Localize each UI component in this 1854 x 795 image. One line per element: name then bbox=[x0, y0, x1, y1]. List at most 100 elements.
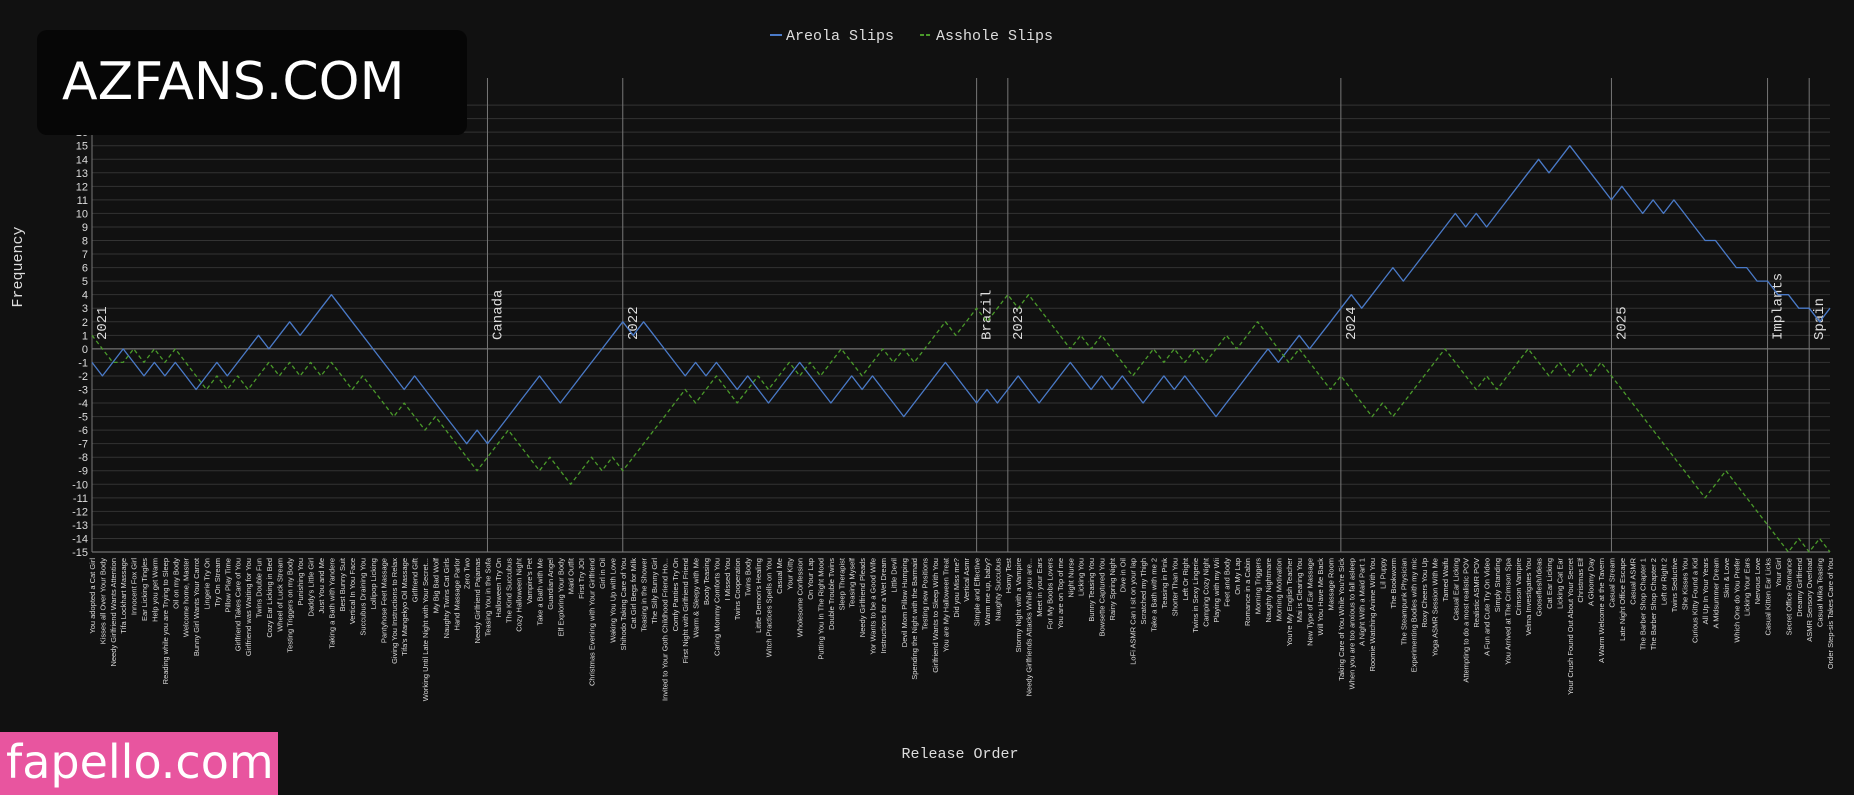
x-tick-label: Shorter Than You bbox=[1170, 558, 1179, 616]
x-tick-label: Mai is Clearing You bbox=[1295, 558, 1304, 622]
x-axis-label: Release Order bbox=[901, 746, 1018, 763]
x-tick-label: Booty Teasing bbox=[702, 558, 711, 605]
x-tick-label: Little Demon's Healing bbox=[754, 558, 763, 633]
x-tick-label: Wheel of Luck Stream bbox=[275, 558, 284, 632]
y-tick-label: -9 bbox=[78, 466, 88, 478]
x-tick-label: Daddy's Little Girl bbox=[307, 558, 316, 617]
x-tick-label: Double Trouble Twins bbox=[827, 558, 836, 630]
marker-label: 2024 bbox=[1344, 306, 1360, 340]
x-tick-label: Warm & Sleepy with Me bbox=[692, 558, 701, 638]
x-tick-label: Christmas Elf bbox=[1576, 557, 1585, 603]
x-tick-label: I Missed You bbox=[723, 558, 732, 601]
x-tick-label: Which One do You Prefer bbox=[1732, 558, 1741, 643]
legend-label: Asshole Slips bbox=[936, 28, 1053, 45]
x-tick-label: Oil on my Body bbox=[171, 558, 180, 609]
x-tick-label: Left or Right 2 bbox=[1659, 558, 1668, 605]
x-tick-label: Vampire's Pet bbox=[525, 557, 534, 604]
x-tick-label: Ear Licking Tingles bbox=[140, 558, 149, 621]
y-tick-label: 0 bbox=[82, 344, 88, 356]
x-tick-label: Licking Cat Ear bbox=[1555, 558, 1564, 609]
x-tick-label: Reading while you are Trying to Sleep bbox=[161, 558, 170, 684]
x-tick-label: Try On Stream bbox=[213, 558, 222, 607]
x-tick-label: Witch Practices Spells on You bbox=[764, 558, 773, 657]
x-tick-label: A Night With a Maid Part 1 bbox=[1358, 558, 1367, 646]
x-tick-label: You're My English Teacher bbox=[1285, 558, 1294, 647]
y-tick-label: 5 bbox=[82, 276, 88, 288]
y-tick-label: 14 bbox=[76, 154, 88, 166]
x-tick-label: Just You and Me bbox=[317, 558, 326, 613]
x-tick-label: Maid Outfit bbox=[567, 557, 576, 594]
x-tick-label: First Night with Girlfriend Friend bbox=[681, 558, 690, 663]
x-tick-label: Bunny Teasing You bbox=[1087, 558, 1096, 622]
x-tick-label: Yor Wants to be a Good Wife bbox=[869, 558, 878, 655]
x-tick-label: Naughty Twins Cat Girls bbox=[442, 558, 451, 639]
x-tick-label: Caring Mommy Comforts You bbox=[712, 558, 721, 656]
x-tick-label: You Arrived at The Crimson Spa bbox=[1503, 557, 1512, 665]
x-tick-label: Help you get Warm bbox=[150, 558, 159, 622]
x-tick-label: A Midsummer Dream bbox=[1712, 558, 1721, 628]
x-tick-label: Succubus Draining You bbox=[359, 558, 368, 636]
x-tick-label: First Try JOI bbox=[577, 558, 586, 599]
x-tick-label: My Big Bad Wolf bbox=[431, 557, 440, 613]
x-tick-label: Punishing You bbox=[296, 558, 305, 606]
x-tick-label: Cat Ear Licking bbox=[1545, 558, 1554, 609]
x-tick-label: Your Kitty bbox=[785, 558, 794, 590]
x-tick-label: Naughty Succubus bbox=[993, 558, 1002, 621]
watermark-bottom: fapello.com bbox=[0, 732, 278, 795]
x-tick-label: Roxy Cheers You Up bbox=[1420, 558, 1429, 628]
x-tick-label: Needy Girlfriend Pleads bbox=[858, 558, 867, 637]
x-tick-label: Take a Bath with Me bbox=[536, 558, 545, 626]
y-tick-label: 10 bbox=[76, 208, 88, 220]
x-tick-label: Spending the Night with the Barmaid bbox=[910, 558, 919, 680]
y-tick-label: -7 bbox=[78, 439, 88, 451]
x-tick-label: Casual Mika Teasing bbox=[1816, 558, 1825, 627]
y-tick-label: -10 bbox=[72, 479, 88, 491]
x-tick-label: Simple and Effective bbox=[973, 558, 982, 626]
y-tick-label: -8 bbox=[78, 452, 88, 464]
x-tick-label: Dive in Oil bbox=[1118, 558, 1127, 593]
x-tick-label: Experimenting Bodies with my mic bbox=[1410, 558, 1419, 672]
x-tick-label: On Your Lap bbox=[806, 558, 815, 600]
x-tick-label: Morning Triggers bbox=[1254, 558, 1263, 615]
x-tick-label: All Up In Your Years bbox=[1701, 558, 1710, 625]
x-tick-label: Realistic ASMR POV bbox=[1472, 558, 1481, 628]
x-tick-label: Pantyhose Feet Massage bbox=[379, 558, 388, 643]
x-tick-label: Pillow Play Time bbox=[223, 558, 232, 613]
x-tick-label: Best Bunny Suit bbox=[338, 557, 347, 611]
y-tick-label: -5 bbox=[78, 412, 88, 424]
x-tick-label: A Gloomy Day bbox=[1587, 558, 1596, 606]
x-tick-label: Wholesome Confession bbox=[796, 558, 805, 637]
x-tick-label: On My Lap bbox=[1233, 558, 1242, 595]
y-tick-label: 6 bbox=[82, 263, 88, 275]
x-tick-label: Testing new Positions bbox=[921, 558, 930, 630]
x-tick-label: Attempting to do a most realistic POV bbox=[1462, 558, 1471, 683]
x-tick-label: Tifa's Mangekyo Oil Massage bbox=[400, 558, 409, 656]
x-tick-label: Yoga ASMR Session With Me bbox=[1431, 558, 1440, 657]
x-tick-label: Needy Girlfriends Attacks While you are.… bbox=[1025, 558, 1034, 696]
x-tick-label: Twins Double Fun bbox=[255, 558, 264, 618]
x-tick-label: Twins Cooperation bbox=[733, 558, 742, 620]
x-tick-label: Your Girl bbox=[1774, 558, 1783, 587]
x-tick-label: Casual Stream bbox=[1607, 558, 1616, 608]
x-tick-label: For My Boobs Lovers bbox=[1045, 558, 1054, 630]
x-tick-label: Scratched my Thigh bbox=[1139, 558, 1148, 625]
x-tick-label: The Steampunk Physician bbox=[1399, 558, 1408, 645]
x-tick-label: LoFi ASMR Can I sit on your lap bbox=[1129, 558, 1138, 665]
x-tick-label: Warm me up, baby? bbox=[983, 558, 992, 625]
y-tick-label: 13 bbox=[76, 168, 88, 180]
x-tick-label: A Warm Welcome at the Tavern bbox=[1597, 558, 1606, 663]
x-tick-label: Tifa Lockhart Massage bbox=[119, 558, 128, 634]
y-tick-label: 2 bbox=[82, 317, 88, 329]
x-tick-label: Twins Seductive bbox=[1670, 558, 1679, 612]
x-tick-label: Licking You bbox=[1077, 558, 1086, 596]
x-tick-label: Gooseflesh/Ideas bbox=[1535, 558, 1544, 617]
x-tick-label: Waking You Up with Love bbox=[608, 558, 617, 643]
x-tick-label: Homy Test bbox=[1004, 557, 1013, 593]
x-tick-label: Tamed Waifu bbox=[1441, 558, 1450, 602]
x-tick-label: The Barber Shop Chapter 1 bbox=[1639, 558, 1648, 650]
x-tick-label: Teasing in Pink bbox=[1160, 558, 1169, 609]
y-tick-label: 12 bbox=[76, 181, 88, 193]
x-tick-label: Rainy Spring Night bbox=[1108, 557, 1117, 620]
